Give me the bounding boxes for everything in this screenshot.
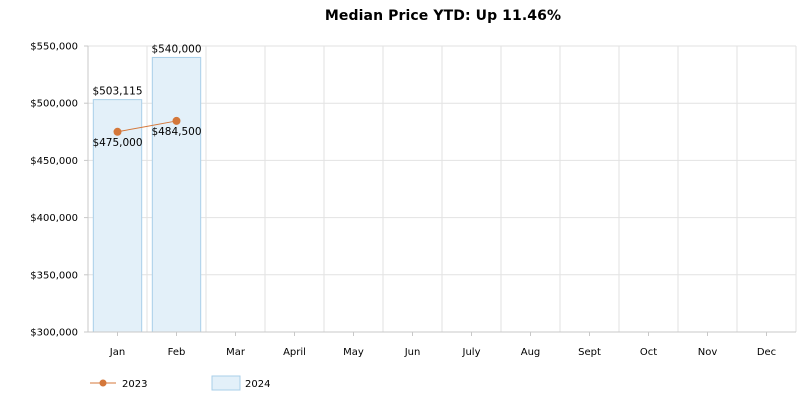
x-tick-label: Jan xyxy=(109,347,125,358)
legend-swatch-2024 xyxy=(211,375,241,391)
bar-2024 xyxy=(92,99,143,333)
x-tick-label: Dec xyxy=(757,347,776,358)
point-data-label: $475,000 xyxy=(92,137,142,149)
line-layer xyxy=(113,116,181,136)
axis-layer: $300,000 $350,000 $400,000 $450,000 $500,000… xyxy=(30,42,796,358)
x-tick-label: July xyxy=(462,347,481,358)
y-tick-label: $350,000 xyxy=(30,270,78,281)
legend-label-2023: 2023 xyxy=(122,379,147,390)
point-2023 xyxy=(113,127,122,136)
x-tick-label: Mar xyxy=(226,347,246,358)
y-tick-label: $500,000 xyxy=(30,99,78,110)
bar-data-label: $503,115 xyxy=(92,86,142,98)
x-tick-label: April xyxy=(283,347,306,358)
chart-title: Median Price YTD: Up 11.46% xyxy=(324,8,562,24)
bar-layer xyxy=(92,56,202,333)
point-data-label: $484,500 xyxy=(151,126,201,138)
x-tick-label: Jun xyxy=(404,347,421,358)
point-2023 xyxy=(172,116,181,125)
legend-label-2024: 2024 xyxy=(245,379,270,390)
y-tick-label: $450,000 xyxy=(30,156,78,167)
label-layer: $503,115 $540,000 $475,000 $484,500 xyxy=(92,43,201,148)
line-2023 xyxy=(117,120,177,133)
x-tick-label: Nov xyxy=(698,347,718,358)
x-tick-label: Oct xyxy=(640,347,657,358)
y-tick-label: $550,000 xyxy=(30,42,78,53)
legend: 2023 2024 xyxy=(90,375,270,391)
bar-data-label: $540,000 xyxy=(151,43,201,55)
y-tick-label: $400,000 xyxy=(30,213,78,224)
bar-2024 xyxy=(151,56,202,333)
x-tick-label: May xyxy=(343,347,364,358)
grid-layer xyxy=(87,45,797,333)
x-tick-label: Aug xyxy=(521,347,541,358)
y-tick-label: $300,000 xyxy=(30,328,78,339)
legend-marker-2023 xyxy=(99,379,107,387)
x-tick-label: Sept xyxy=(578,347,601,358)
x-tick-label: Feb xyxy=(168,347,186,358)
